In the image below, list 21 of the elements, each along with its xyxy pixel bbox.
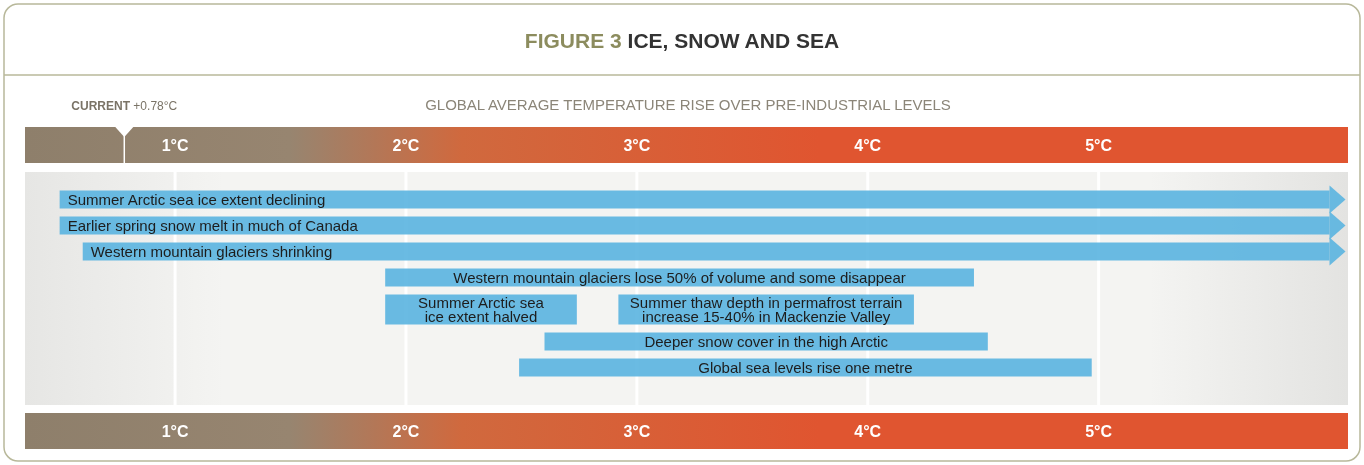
x2-tick-label: 1°C [161, 423, 189, 440]
y-tick-label: Earlier spring snow melt in much of Canada [67, 216, 359, 234]
y-tick-label: Western mountain glaciers lose 50% of volume and some disappear [453, 268, 906, 286]
x2-tick-label: 4°C [854, 423, 882, 440]
x-tick-label: 5°C [1085, 137, 1113, 154]
x2-axis-title: GLOBAL AVERAGE TEMPERATURE RISE OVER PRE-INDUSTRIAL LEVELS [425, 96, 951, 113]
x2-tick-label: 2°C [392, 423, 420, 440]
x2-tick-label: 5°C [1085, 423, 1113, 440]
x-tick-label: 1°C [161, 137, 189, 154]
y-tick-label: Summer Arctic sea ice extent halved [418, 293, 545, 325]
x2-tick-label: 3°C [623, 423, 651, 440]
series-label: Summer thaw depth in permafrost terrain increase 15-40% in Mackenzie Valley [629, 293, 903, 325]
ref-line-label: CURRENT +0.78°C [71, 99, 178, 113]
x-tick-label: 2°C [392, 137, 420, 154]
x-tick-label: 3°C [623, 137, 651, 154]
y-tick-label: Summer Arctic sea ice extent declining [67, 190, 326, 208]
chart-title: FIGURE 3 ICE, SNOW AND SEA [524, 29, 840, 52]
y-tick-label: Global sea levels rise one metre [698, 358, 913, 376]
x-tick-label: 4°C [854, 137, 882, 154]
y-tick-label: Deeper snow cover in the high Arctic [644, 332, 889, 350]
y-tick-label: Western mountain glaciers shrinking [90, 242, 333, 260]
